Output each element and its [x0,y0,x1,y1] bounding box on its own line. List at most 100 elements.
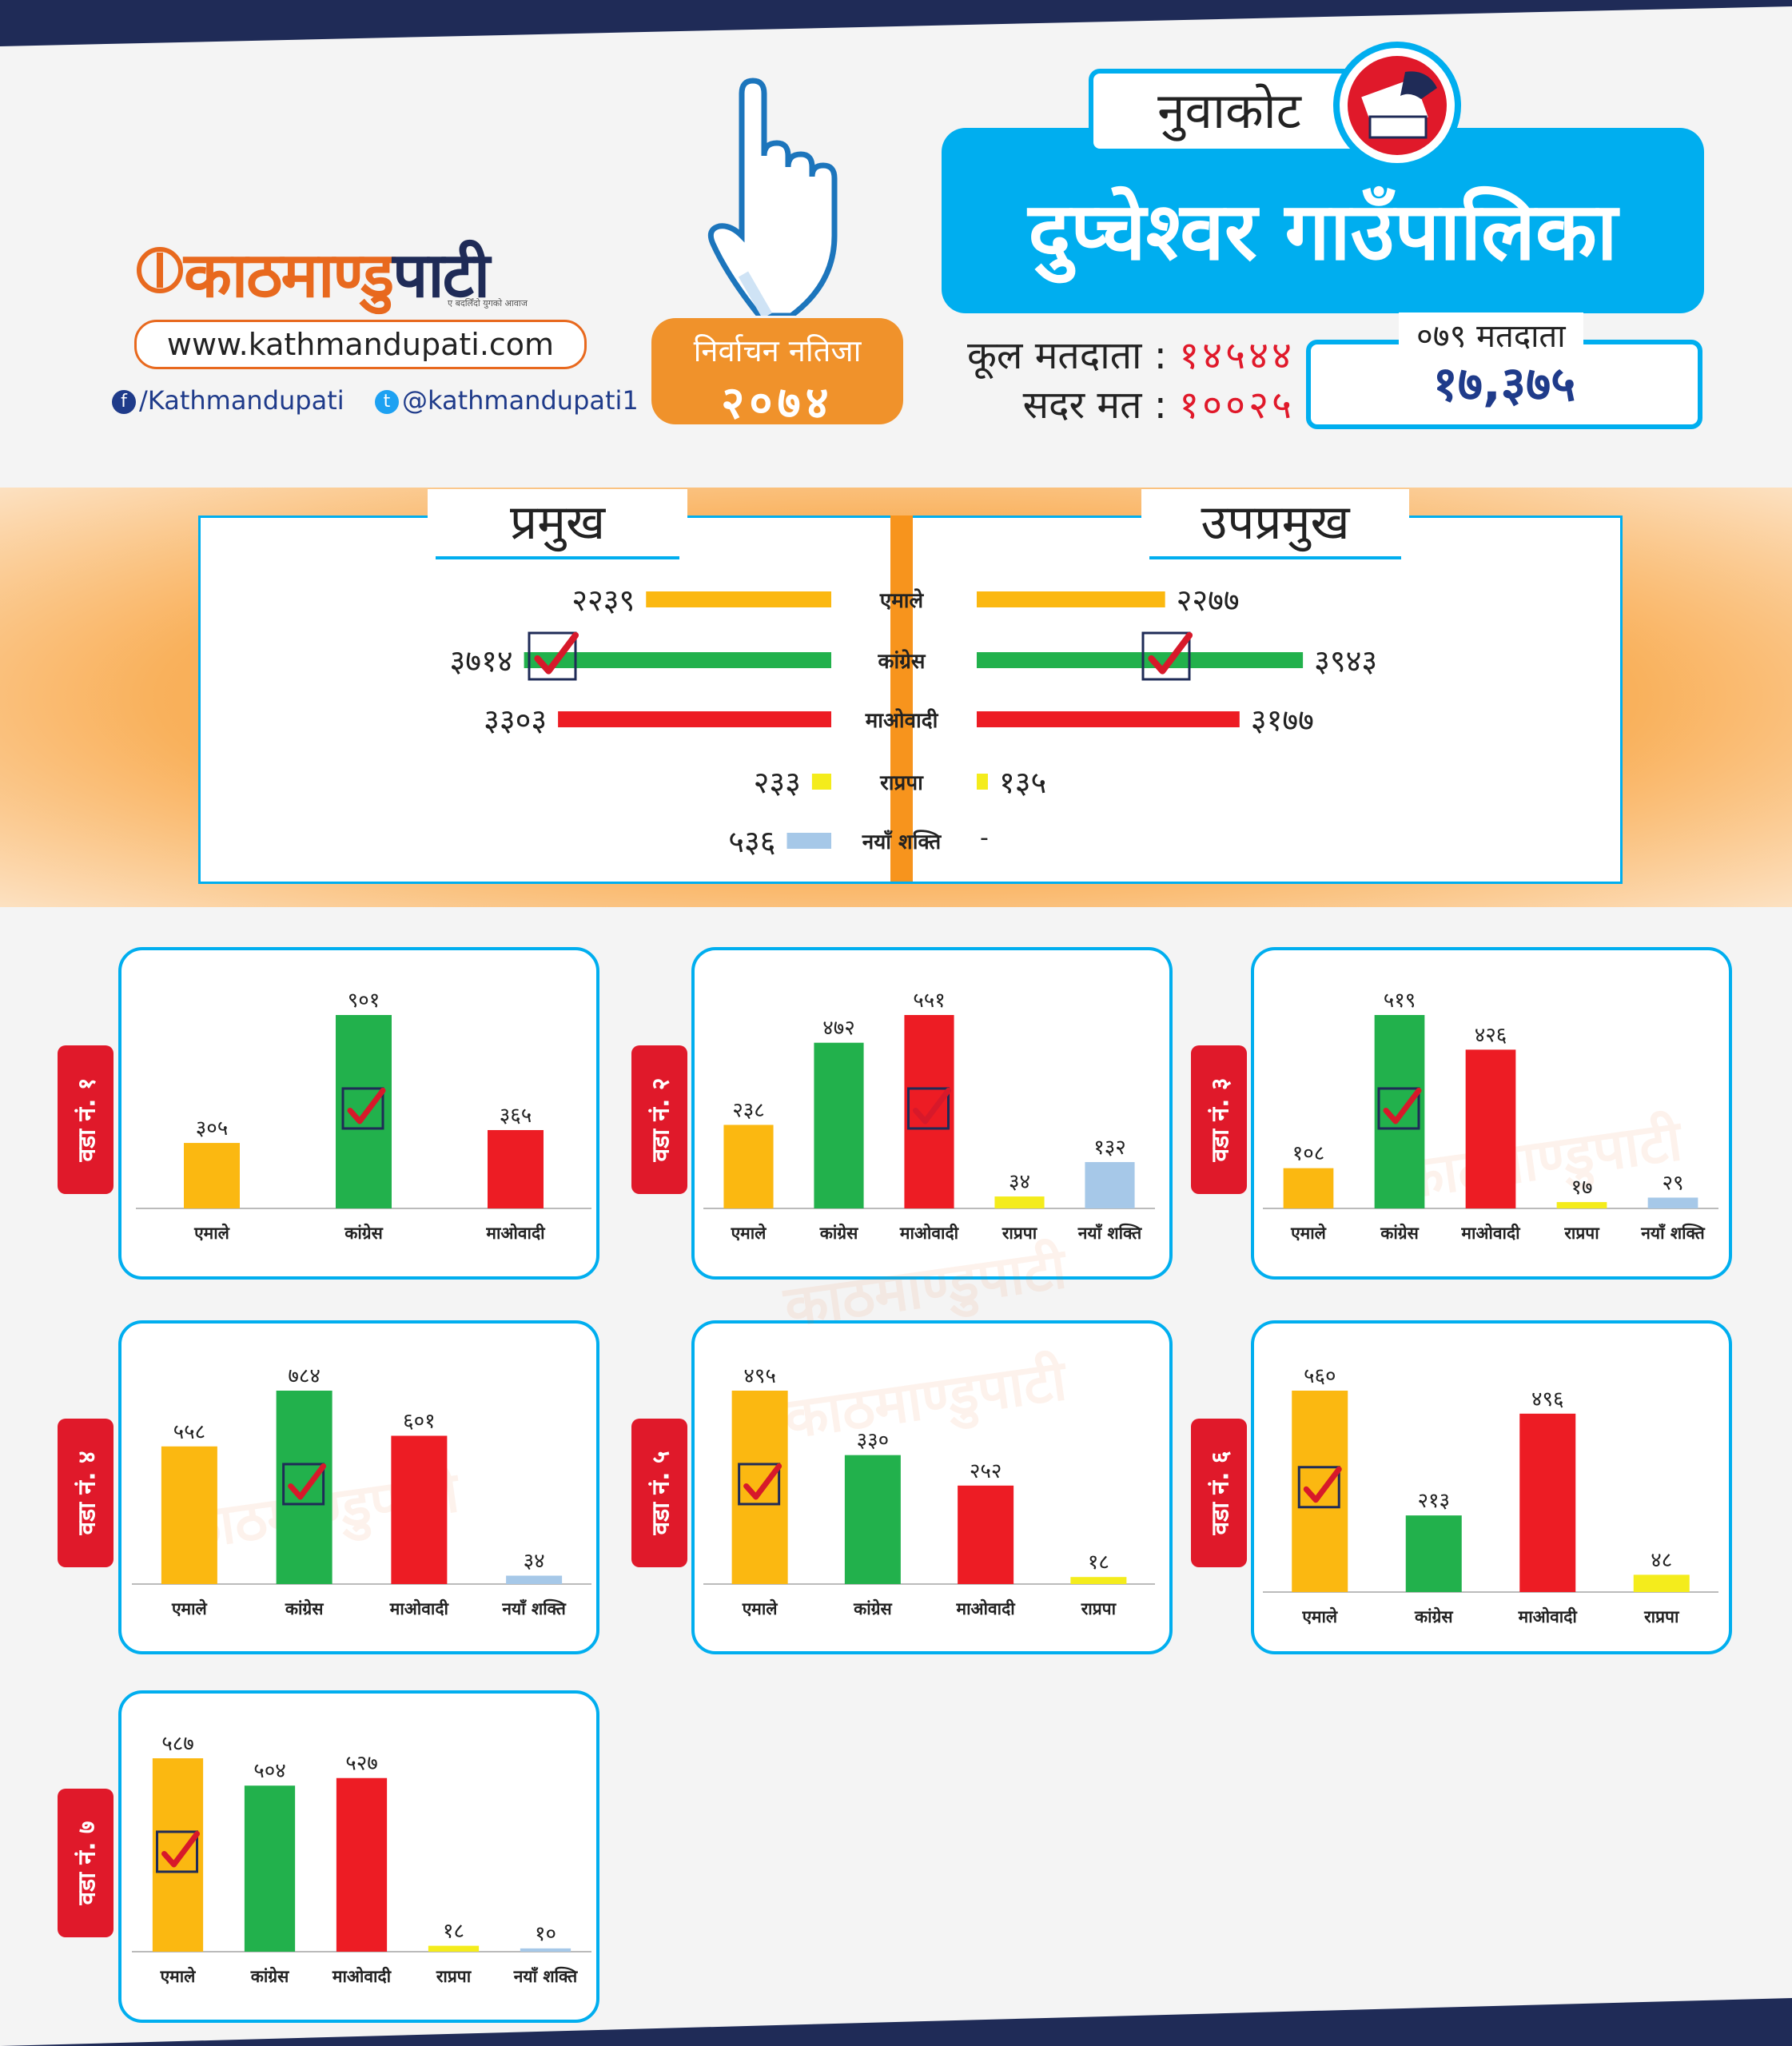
ward-bar [1556,1202,1607,1208]
ward-tab-3: वडा नं. ३ [1191,1045,1247,1194]
voters-079-label: ०७९ मतदाता [1399,312,1583,356]
deputy-value-label: ३१७७ [1251,703,1314,738]
logo-text-main: काठमाण्डु [184,240,394,312]
winner-check-icon [738,1463,783,1506]
facebook-handle[interactable]: /Kathmandupati [139,385,344,416]
deputy-bar [977,774,988,790]
chief-value-label: २२३९ [571,583,635,618]
chief-heading-underline [436,556,679,559]
summary-party-label: माओवादी [865,708,939,733]
facebook-icon[interactable]: f [112,390,136,414]
result-badge-label: निर्वाचन नतिजा [693,333,862,368]
ward-category-label: राप्रपा [1563,1224,1600,1243]
ward-value-label: ४९५ [743,1364,776,1388]
ward-value-label: ५५८ [173,1420,206,1444]
chief-bar [524,652,831,668]
ward-category-label: एमाले [160,1966,197,1986]
ward-value-label: १८ [443,1920,464,1944]
result-badge-year: २०७४ [721,377,834,429]
deputy-value-label: ३९४३ [1314,643,1377,679]
ward-value-label: १० [535,1922,556,1946]
twitter-handle[interactable]: @kathmandupati1 [402,385,639,416]
summary-party-label: एमाले [879,588,925,613]
ward-value-label: ५६० [1304,1364,1336,1388]
logo-tagline: ए बदलिँदो युगको आवाज [448,298,528,308]
total-voters-value: १४५४४ [1179,333,1295,378]
ward-bar [1070,1577,1127,1584]
bottom-band [0,1998,1792,2046]
ward-bar [1465,1049,1516,1208]
ward-bar [1283,1168,1334,1208]
ward-category-label: नयाँ शक्ति [1077,1223,1143,1243]
ward-category-label: एमाले [193,1223,230,1243]
ward-category-label: राप्रपा [436,1967,472,1986]
ward-value-label: २१३ [1417,1489,1450,1513]
ward-value-label: ३४ [524,1550,545,1574]
ward-value-label: ५०४ [253,1759,286,1783]
logo-emblem-icon [137,247,183,293]
ward-tab-5: वडा नं. ५ [631,1419,687,1567]
ward-category-label: कांग्रेस [853,1598,892,1618]
ward-value-label: ३०५ [196,1117,229,1140]
check-mark [161,1830,200,1868]
winner-check-icon [528,631,579,681]
website-link[interactable]: www.kathmandupati.com [134,320,587,369]
check-mark [913,1087,951,1125]
chief-bar [786,833,831,849]
check-box [156,1830,198,1873]
ward-value-label: ५८७ [161,1732,194,1756]
ward-bar [814,1042,864,1208]
check-mark [743,1463,783,1500]
voter-stats: कूल मतदाता : १४५४४ सदर मत : १००२५ [911,331,1295,435]
top-band [0,0,1792,46]
winner-check-icon [282,1463,327,1506]
ward-value-label: ५५१ [913,989,946,1013]
ward-bar [428,1945,480,1952]
ward-value-label: ९०१ [348,989,380,1013]
chief-heading: प्रमुख [428,489,687,561]
check-box [1377,1087,1420,1130]
ward-value-label: ५१९ [1384,989,1416,1013]
ward-value-label: ३४ [1009,1170,1030,1194]
ward-bar [391,1435,448,1584]
ward-value-label: ३६५ [500,1104,532,1128]
ward-value-label: २५२ [970,1459,1002,1483]
ward-bar [161,1446,217,1584]
ward-bar [844,1455,901,1584]
ward-bar [184,1143,240,1208]
summary-bars: एमाले २२३९ २२७७ कांग्रेस ३७१४ ३९४३ माओवादी ३३०३… [450,583,1378,859]
check-box [282,1463,325,1506]
deputy-bar [977,711,1240,727]
chief-value-label: ५३६ [728,824,775,859]
hand-icon [707,78,838,316]
deputy-value-label: १३५ [999,765,1046,800]
deputy-heading: उपप्रमुख [1141,489,1409,561]
ward-category-label: एमाले [1301,1606,1338,1626]
ward-category-label: कांग्रेस [250,1966,289,1986]
kathmandupati-logo[interactable]: काठमाण्डुपाटी ए बदलिँदो युगको आवाज [128,230,575,312]
ward-value-label: १३२ [1093,1136,1126,1160]
check-box [1297,1466,1340,1509]
ward-category-label: कांग्रेस [285,1598,324,1618]
ward-bar [958,1485,1014,1584]
check-box [738,1463,781,1506]
check-mark [534,631,579,675]
ward-value-label: १८ [1088,1550,1109,1574]
ward-tab-6: वडा नं. ६ [1191,1419,1247,1567]
voters-079-value: १७,३७५ [1432,356,1576,412]
ward-category-label: एमाले [171,1598,208,1618]
ward-value-label: ३३० [857,1429,890,1453]
ward-category-label: राप्रपा [1643,1607,1680,1626]
winner-check-icon [341,1087,386,1130]
check-mark [288,1463,327,1500]
chief-bar [558,711,831,727]
deputy-value-label: २२७७ [1177,583,1240,618]
valid-votes-label: सदर मत : [1022,383,1167,428]
winner-check-icon [907,1087,951,1130]
ward-category-label: कांग्रेस [819,1223,858,1243]
check-box [528,631,577,681]
ward-tab-2: वडा नं. २ [631,1045,687,1194]
ward-bar [1647,1197,1698,1208]
twitter-icon[interactable]: t [375,390,399,414]
ward-bar [723,1125,774,1208]
